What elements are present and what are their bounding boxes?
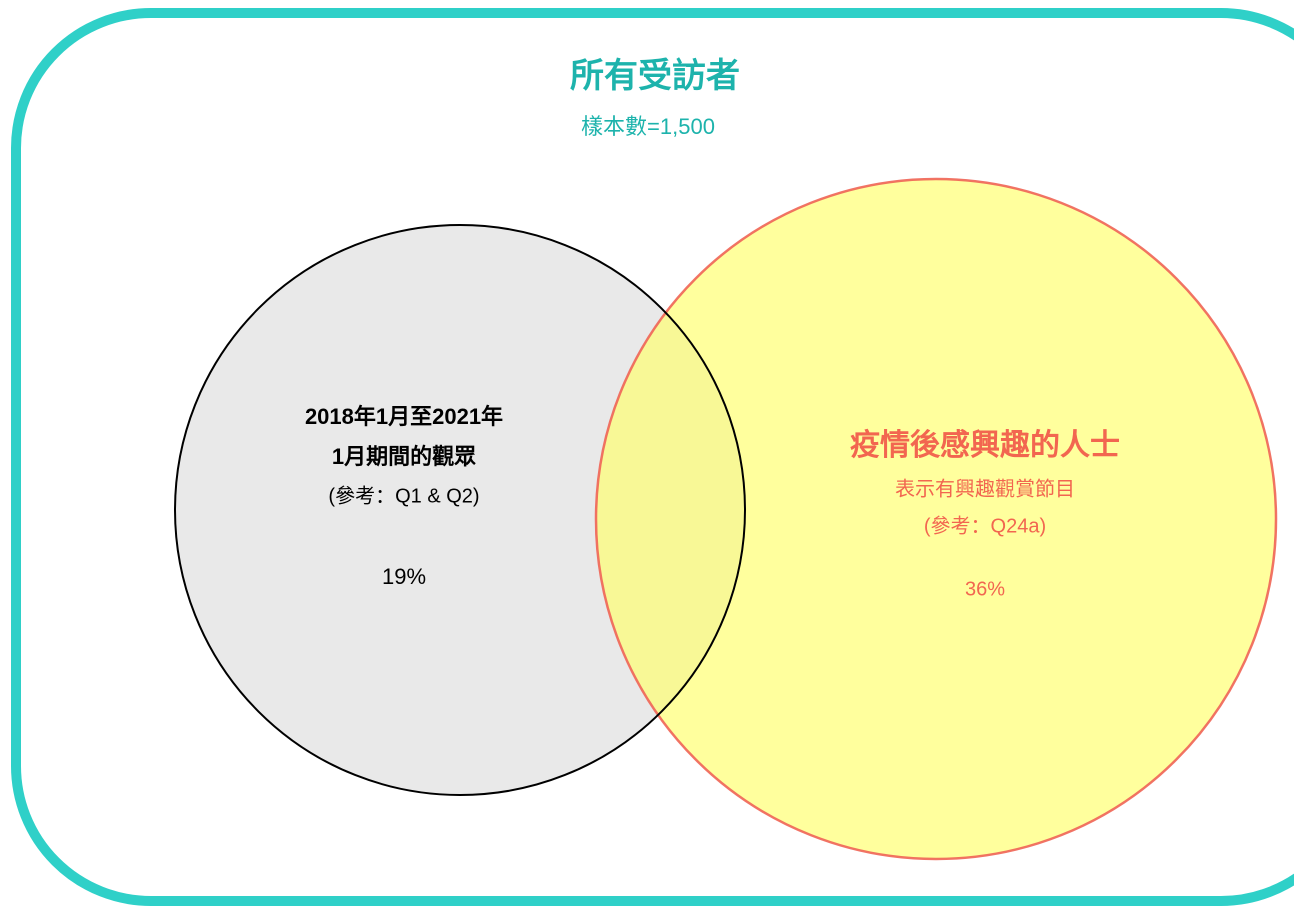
set-reference: (參考：Q24a)	[924, 514, 1046, 537]
set-label: 表示有興趣觀賞節目	[895, 477, 1075, 500]
left-circle	[175, 225, 745, 795]
title: 所有受訪者	[570, 57, 740, 95]
set-label: 2018年1月至2021年	[305, 404, 503, 429]
set-label: 疫情後感興趣的人士	[850, 428, 1120, 462]
left-circle-outline	[174, 224, 746, 796]
set-reference: (參考：Q1 & Q2)	[328, 484, 479, 507]
set-value: 36%	[965, 578, 1005, 600]
right-circle	[594, 177, 1278, 861]
subtitle: 樣本數=1,500	[581, 114, 715, 139]
set-label: 1月期間的觀眾	[332, 444, 476, 469]
set-value: 19%	[382, 564, 426, 589]
